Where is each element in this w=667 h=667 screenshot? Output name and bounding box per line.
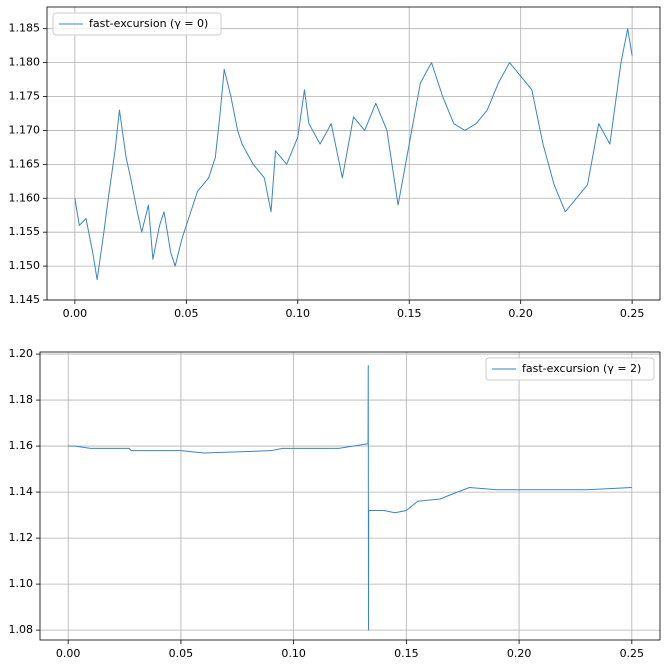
y-tick-label: 1.20: [9, 347, 34, 360]
y-tick-label: 1.185: [9, 22, 41, 35]
x-tick-label: 0.25: [620, 647, 645, 660]
y-tick-label: 1.08: [9, 623, 34, 636]
y-tick-label: 1.150: [9, 259, 41, 272]
x-tick-label: 0.15: [397, 307, 422, 320]
x-tick-label: 0.10: [281, 647, 306, 660]
y-tick-label: 1.12: [9, 531, 34, 544]
axes-frame: [46, 6, 661, 301]
legend-box: [52, 12, 222, 36]
legend-label: fast-excursion (γ = 0): [89, 17, 208, 30]
y-tick-label: 1.145: [9, 293, 41, 306]
y-tick-label: 1.10: [9, 577, 34, 590]
x-tick-label: 0.25: [620, 307, 645, 320]
x-tick-label: 0.20: [508, 307, 533, 320]
x-tick-label: 0.05: [169, 647, 194, 660]
y-tick-label: 1.170: [9, 123, 41, 136]
panel: 0.00 0.05 0.10 0.15 0.20 0.25 1.08 1.10 1.12 1.14…: [9, 347, 661, 660]
x-tick-label: 0.20: [507, 647, 532, 660]
legend-label: fast-excursion (γ = 2): [522, 362, 641, 375]
panel: 0.00 0.05 0.10 0.15 0.20 0.25 1.145 1.150 1.155 1…: [9, 6, 661, 320]
x-tick-label: 0.00: [56, 647, 81, 660]
y-tick-label: 1.155: [9, 225, 41, 238]
x-tick-label: 0.10: [286, 307, 311, 320]
data-line: [68, 365, 632, 631]
y-tick-label: 1.180: [9, 56, 41, 69]
y-tick-label: 1.16: [9, 439, 34, 452]
legend-box: [485, 357, 655, 381]
x-tick-label: 0.05: [174, 307, 199, 320]
y-tick-label: 1.14: [9, 485, 34, 498]
x-tick-label: 0.15: [394, 647, 419, 660]
axes-frame: [39, 351, 661, 641]
y-tick-label: 1.18: [9, 393, 34, 406]
y-tick-label: 1.160: [9, 191, 41, 204]
x-tick-label: 0.00: [63, 307, 88, 320]
y-tick-label: 1.165: [9, 157, 41, 170]
data-line: [74, 28, 633, 281]
y-tick-label: 1.175: [9, 90, 41, 103]
